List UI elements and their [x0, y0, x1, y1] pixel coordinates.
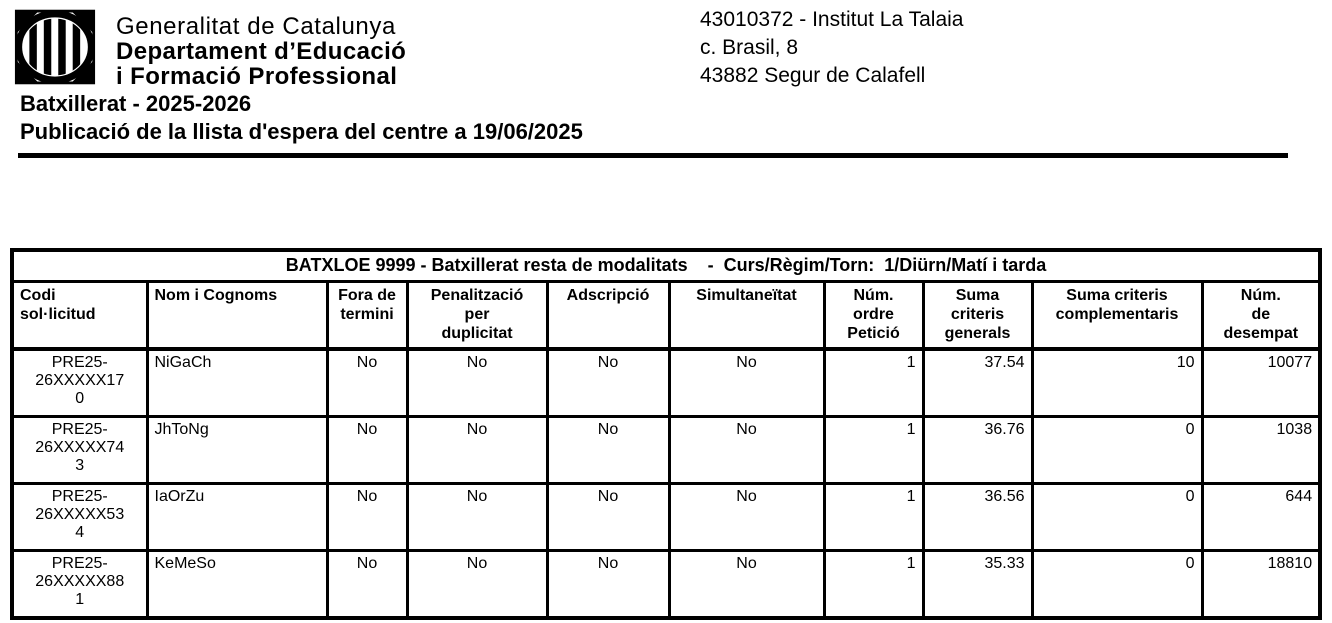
col-header-suma-criteris-generals: Suma criteris generals [921, 280, 1034, 351]
cell-simultaneitat: No [667, 347, 826, 418]
cell-num-desempat: 18810 [1200, 549, 1322, 620]
cell-num-desempat: 644 [1200, 482, 1322, 552]
centre-city: 43882 Segur de Calafell [700, 64, 926, 87]
centre-code-name: 43010372 - Institut La Talaia [700, 8, 964, 31]
col-header-suma-criteris-complementaris: Suma criteris complementaris [1030, 280, 1204, 351]
centre-address: c. Brasil, 8 [700, 36, 799, 59]
codi-text: PRE25-26XXXXX881 [35, 555, 125, 608]
cell-num-ordre-peticio: 1 [822, 482, 925, 552]
cell-suma-criteris-generals: 36.76 [921, 415, 1034, 485]
cell-fora-de-termini: No [325, 482, 409, 552]
codi-text: PRE25-26XXXXX743 [35, 421, 125, 474]
brand-line-departament: Departament d’Educació [116, 38, 407, 65]
cell-penalitzacio-per-duplicitat: No [405, 482, 549, 552]
cell-fora-de-termini: No [325, 415, 409, 485]
cell-num-desempat: 1038 [1200, 415, 1322, 485]
brand-line-formacio: i Formació Professional [116, 63, 398, 90]
cell-num-desempat: 10077 [1200, 347, 1322, 418]
cell-suma-criteris-complementaris: 0 [1030, 415, 1204, 485]
col-header-penalitzacio-duplicitat: Penalització per duplicitat [405, 280, 549, 351]
cell-nom: NiGaCh [145, 347, 329, 418]
title-study-year: Batxillerat - 2025-2026 [20, 91, 252, 116]
title-publication: Publicació de la llista d'espera del cen… [20, 119, 583, 144]
centre-info-block: 43010372 - Institut La Talaia c. Brasil,… [700, 6, 963, 90]
cell-penalitzacio-per-duplicitat: No [405, 415, 549, 485]
cell-fora-de-termini: No [325, 549, 409, 620]
cell-fora-de-termini: No [325, 347, 409, 418]
table-row: PRE25-26XXXXX170 NiGaCh No No No No 1 37.54 10 10… [10, 347, 1322, 418]
col-header-simultaneitat: Simultaneïtat [667, 280, 826, 351]
col-header-num-de-desempat: Núm. de desempat [1200, 280, 1322, 351]
waitlist-table: BATXLOE 9999 - Batxillerat resta de moda… [10, 248, 1323, 620]
cell-suma-criteris-complementaris: 0 [1030, 549, 1204, 620]
cell-nom: IaOrZu [145, 482, 329, 552]
table-row: PRE25-26XXXXX881 KeMeSo No No No No 1 35.33 0 188… [10, 549, 1322, 620]
group-header-row: BATXLOE 9999 - Batxillerat resta de moda… [10, 248, 1322, 283]
cell-penalitzacio-per-duplicitat: No [405, 549, 549, 620]
document-titles: Batxillerat - 2025-2026 Publicació de la… [20, 90, 583, 146]
col-header-adscripcio: Adscripció [545, 280, 671, 351]
cell-codi: PRE25-26XXXXX534 [10, 482, 149, 552]
cell-suma-criteris-generals: 37.54 [921, 347, 1034, 418]
table-body: PRE25-26XXXXX170 NiGaCh No No No No 1 37.54 10 10… [10, 347, 1322, 620]
cell-adscripcio: No [545, 347, 671, 418]
cell-num-ordre-peticio: 1 [822, 347, 925, 418]
cell-penalitzacio-per-duplicitat: No [405, 347, 549, 418]
group-header: BATXLOE 9999 - Batxillerat resta de moda… [10, 248, 1322, 283]
cell-suma-criteris-generals: 36.56 [921, 482, 1034, 552]
column-header-row: Codi sol·licitud Nom i Cognoms Fora de t… [10, 280, 1322, 351]
codi-text: PRE25-26XXXXX534 [35, 488, 125, 541]
brand-block: Generalitat de Catalunya Departament d’E… [14, 8, 406, 89]
cell-adscripcio: No [545, 549, 671, 620]
cell-codi: PRE25-26XXXXX743 [10, 415, 149, 485]
cell-suma-criteris-generals: 35.33 [921, 549, 1034, 620]
col-header-num-ordre-peticio: Núm. ordre Petició [822, 280, 925, 351]
col-header-fora-de-termini: Fora de termini [325, 280, 409, 351]
cell-suma-criteris-complementaris: 10 [1030, 347, 1204, 418]
table-row: PRE25-26XXXXX743 JhToNg No No No No 1 36.76 0 103… [10, 415, 1322, 485]
brand-line-generalitat: Generalitat de Catalunya [116, 13, 396, 40]
cell-adscripcio: No [545, 482, 671, 552]
cell-nom: JhToNg [145, 415, 329, 485]
cell-adscripcio: No [545, 415, 671, 485]
cell-simultaneitat: No [667, 549, 826, 620]
col-header-nom-i-cognoms: Nom i Cognoms [145, 280, 329, 351]
cell-simultaneitat: No [667, 482, 826, 552]
generalitat-logo-icon [14, 9, 96, 85]
codi-text: PRE25-26XXXXX170 [35, 354, 125, 407]
cell-suma-criteris-complementaris: 0 [1030, 482, 1204, 552]
cell-simultaneitat: No [667, 415, 826, 485]
cell-nom: KeMeSo [145, 549, 329, 620]
cell-num-ordre-peticio: 1 [822, 415, 925, 485]
cell-codi: PRE25-26XXXXX881 [10, 549, 149, 620]
title-divider [18, 153, 1288, 158]
cell-num-ordre-peticio: 1 [822, 549, 925, 620]
brand-text: Generalitat de Catalunya Departament d’E… [116, 8, 406, 89]
table-row: PRE25-26XXXXX534 IaOrZu No No No No 1 36.56 0 644 [10, 482, 1322, 552]
cell-codi: PRE25-26XXXXX170 [10, 347, 149, 418]
col-header-codi-sollicitud: Codi sol·licitud [10, 280, 149, 351]
